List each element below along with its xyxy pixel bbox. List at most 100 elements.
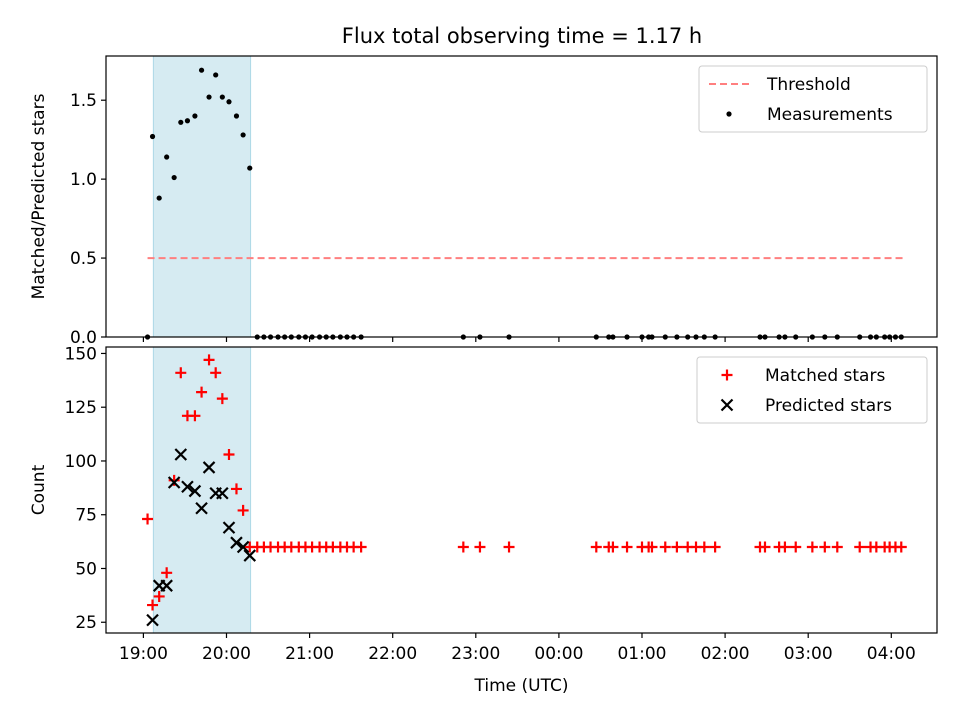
bottom-panel: 25 50 75 100 125 150 19:00 20:00 21:00 22:00 23:00… [29,344,938,696]
bottom-plus-point-55 [831,541,843,553]
bottom-plus-point-2 [153,590,165,602]
top-y-tick-label-0: 0.0 [70,328,97,348]
bottom-x-point-12 [230,536,243,549]
x-tick-label-4: 23:00 [451,644,500,664]
top-dot-point-8 [198,67,205,73]
legend-predicted-label: Predicted stars [765,396,892,416]
x-tick-label-0: 19:00 [119,644,168,664]
legend-measurements-label: Measurements [767,105,893,125]
bottom-plus-point-53 [806,541,818,553]
x-tick-label-6: 01:00 [617,644,666,664]
top-dot-point-3 [164,154,170,160]
x-tick-label-9: 04:00 [867,644,916,664]
top-dot-point-13 [233,113,240,119]
top-dot-point-10 [213,72,219,78]
figure-title: Flux total observing time = 1.17 h [342,24,702,48]
bottom-x-point-4 [174,448,188,461]
bottom-plus-point-47 [709,541,721,553]
legend-matched-swatch [721,369,733,381]
bottom-plus-point-9 [203,354,215,366]
bottom-x-point-14 [243,549,257,562]
bottom-x-point-5 [181,480,194,494]
bottom-plus-point-37 [607,541,619,553]
x-tick-label-8: 03:00 [784,644,833,664]
bottom-plus-point-42 [659,541,671,553]
bottom-plus-point-56 [854,541,866,553]
top-dot-point-4 [171,174,177,181]
x-tick-label-3: 22:00 [368,644,417,664]
legend-measurements-swatch [726,111,732,117]
bottom-y-tick-label-5: 150 [65,344,97,364]
bottom-y-tick-label-4: 125 [65,398,97,418]
top-shaded-span [152,55,252,338]
top-legend: Threshold Measurements [698,65,928,133]
x-tick-label-7: 02:00 [701,644,750,664]
top-dot-point-14 [240,132,246,138]
bottom-x-point-10 [216,486,229,500]
bottom-x-point-0 [146,613,159,627]
bottom-plus-point-8 [196,386,208,398]
top-y-tick-label-1: 0.5 [70,249,97,269]
top-panel: 0.0 0.5 1.0 1.5 Matched/Predicted stars Thres… [29,55,938,348]
x-tick-label-5: 00:00 [534,644,583,664]
legend-threshold-label: Threshold [766,75,851,95]
bottom-plus-point-34 [503,541,515,553]
bottom-plus-point-31 [355,541,367,553]
bottom-plus-point-13 [230,483,242,495]
bottom-y-tick-label-1: 50 [75,559,97,579]
bottom-x-point-11 [222,521,236,534]
bottom-plus-point-7 [189,410,201,422]
top-y-axis-label: Matched/Predicted stars [29,93,49,299]
bottom-y-tick-label-3: 100 [65,452,97,472]
bottom-x-point-13 [236,540,250,554]
bottom-plus-point-35 [590,541,602,553]
top-dot-point-15 [247,165,253,171]
top-dot-point-5 [178,119,184,125]
bottom-legend-box [696,356,928,424]
bottom-x-point-2 [160,579,173,592]
bottom-plus-point-11 [216,393,228,405]
bottom-plus-point-3 [161,567,173,579]
bottom-plus-point-51 [779,541,791,553]
legend-predicted-swatch [720,398,734,412]
bottom-plus-point-49 [759,541,771,553]
top-dot-point-1 [149,133,156,140]
bottom-plus-point-14 [237,504,249,516]
bottom-plus-point-52 [790,541,802,553]
top-dot-point-6 [184,118,191,124]
top-axes-frame [105,55,938,338]
bottom-x-point-7 [195,502,208,515]
bottom-plus-point-1 [147,599,159,611]
top-legend-box [698,65,928,133]
x-tick-label-1: 20:00 [202,644,251,664]
bottom-y-axis-label: Count [29,464,49,515]
top-dot-point-7 [192,113,198,119]
top-dot-point-9 [206,94,212,100]
bottom-plus-point-41 [646,541,658,553]
bottom-axes-frame [105,346,938,634]
bottom-plus-point-12 [223,449,235,461]
bottom-plus-point-46 [698,541,710,553]
bottom-plus-point-38 [621,541,633,553]
bottom-plus-point-0 [142,513,154,525]
top-dot-point-11 [219,94,225,100]
top-y-tick-label-3: 1.5 [70,91,97,111]
bottom-x-point-6 [188,484,202,498]
bottom-plus-point-54 [819,541,831,553]
bottom-plus-point-62 [895,541,907,553]
bottom-plus-point-5 [175,367,187,379]
bottom-plus-point-43 [671,541,683,553]
legend-matched-label: Matched stars [765,366,885,386]
bottom-x-point-3 [167,476,181,489]
x-tick-label-2: 21:00 [285,644,334,664]
bottom-plus-point-10 [210,367,222,379]
bottom-y-tick-label-2: 75 [75,506,97,526]
bottom-plus-point-32 [457,541,469,553]
top-y-tick-label-2: 1.0 [70,170,97,190]
top-dot-point-2 [156,195,162,201]
x-axis-label: Time (UTC) [474,676,569,696]
bottom-y-tick-label-0: 25 [75,613,97,633]
bottom-plus-point-33 [474,541,486,553]
bottom-legend: Matched stars Predicted stars [696,356,928,424]
